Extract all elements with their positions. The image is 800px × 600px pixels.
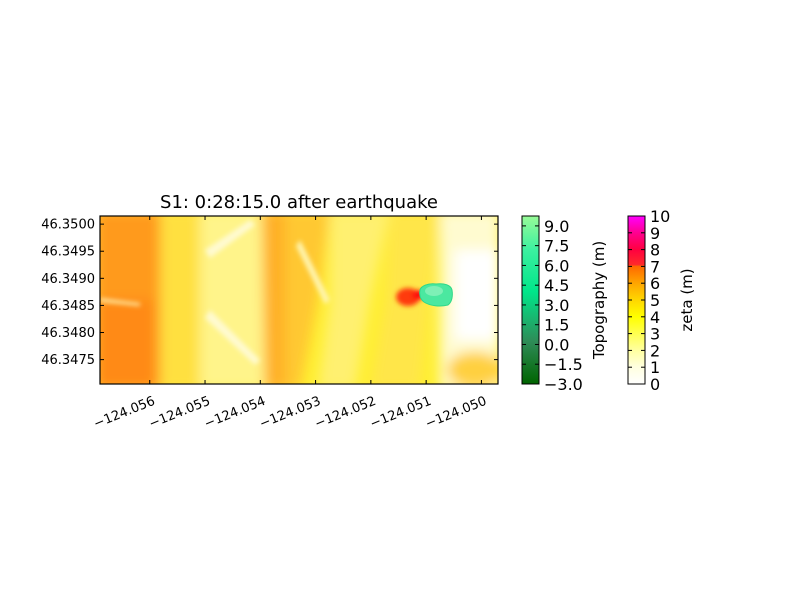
topography-colorbar-ramp xyxy=(521,215,540,385)
colorbar-tick-label: 1.5 xyxy=(544,316,569,335)
colorbar-tick-label: 3 xyxy=(650,325,660,344)
plot-frame xyxy=(99,215,499,385)
zeta-heatmap xyxy=(100,216,498,384)
colorbar-tick-label: 0 xyxy=(650,375,660,394)
colorbar-tick-label: 7 xyxy=(650,257,660,276)
y-tick-label: 46.3480 xyxy=(41,326,95,341)
x-tick-label: −124.056 xyxy=(92,394,158,432)
colorbar-tick-label: 9 xyxy=(650,224,660,243)
y-axis: 46.3500 46.3495 46.3490 46.3485 46.3480 46.34… xyxy=(41,218,498,368)
zeta-colorbar-label: zeta (m) xyxy=(678,268,696,331)
x-tick-label: −124.052 xyxy=(313,394,379,432)
y-tick-label: 46.3490 xyxy=(41,272,95,287)
colorbar-tick-label: 10 xyxy=(650,207,670,226)
colorbar-tick-label: 6 xyxy=(650,274,660,293)
y-tick-label: 46.3500 xyxy=(41,218,95,233)
y-tick-label: 46.3475 xyxy=(41,353,95,368)
colorbar-tick-label: 7.5 xyxy=(544,237,569,256)
colorbar-tick-label: 2 xyxy=(650,341,660,360)
colorbar-tick-label: 0.0 xyxy=(544,335,569,354)
colorbar-tick-label: −1.5 xyxy=(544,355,583,374)
colorbar-tick-label: 3.0 xyxy=(544,296,569,315)
colorbar-tick-label: 9.0 xyxy=(544,217,569,236)
colorbar-tick-label: 6.0 xyxy=(544,256,569,275)
x-tick-label: −124.050 xyxy=(423,394,489,432)
x-tick-label: −124.053 xyxy=(258,394,324,432)
chart-title: S1: 0:28:15.0 after earthquake xyxy=(160,192,438,213)
topography-colorbar: 9.07.56.04.53.01.50.0−1.5−3.0 Topography… xyxy=(521,215,608,394)
colorbar-tick-label: 8 xyxy=(650,241,660,260)
colorbar-tick-label: 4 xyxy=(650,308,660,327)
topography-colorbar-label: Topography (m) xyxy=(590,241,608,360)
colorbar-tick-label: 1 xyxy=(650,358,660,377)
x-tick-label: −124.054 xyxy=(202,394,268,432)
y-tick-label: 46.3495 xyxy=(41,245,95,260)
x-tick-label: −124.055 xyxy=(147,394,213,432)
colorbar-tick-label: −3.0 xyxy=(544,375,583,394)
colorbar-tick-label: 5 xyxy=(650,291,660,310)
colorbar-tick-label: 4.5 xyxy=(544,276,569,295)
x-tick-label: −124.051 xyxy=(368,394,434,432)
y-tick-label: 46.3485 xyxy=(41,299,95,314)
